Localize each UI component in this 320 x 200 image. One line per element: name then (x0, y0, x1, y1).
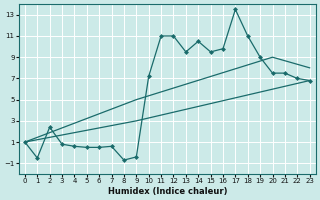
X-axis label: Humidex (Indice chaleur): Humidex (Indice chaleur) (108, 187, 227, 196)
